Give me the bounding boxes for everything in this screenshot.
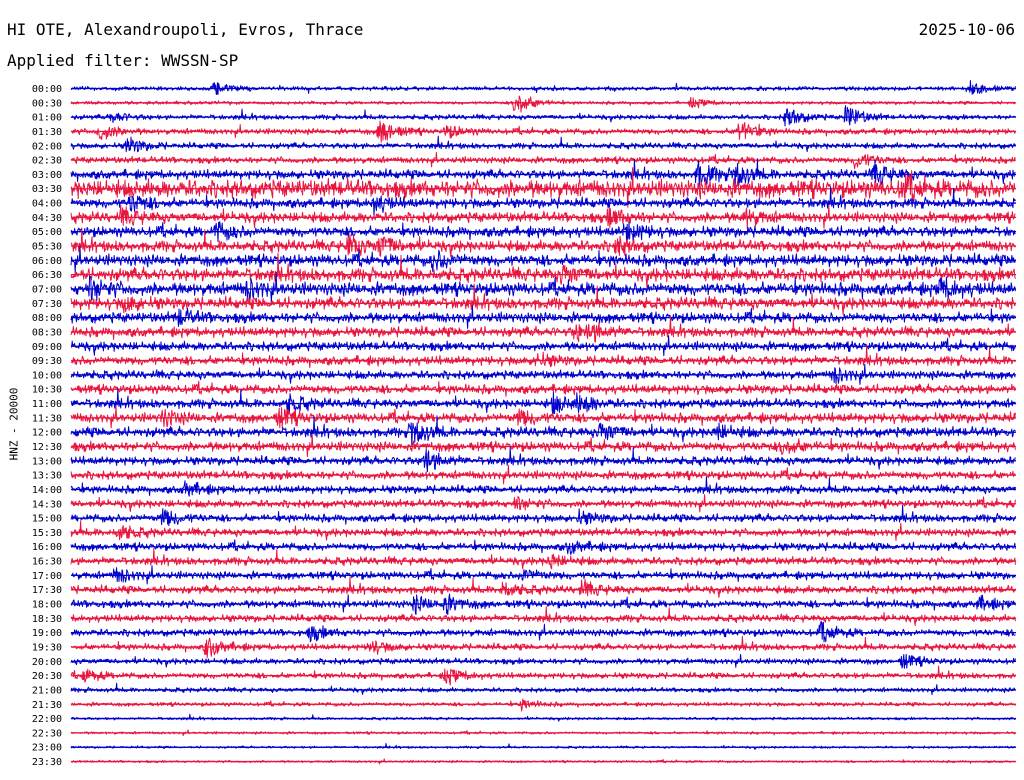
trace-line-0930 [70, 345, 1016, 369]
trace-line-0230 [70, 151, 1016, 170]
trace-line-1100 [70, 388, 1016, 415]
row-tick-label: 16:30 [32, 557, 62, 568]
row-tick-label: 10:30 [32, 385, 62, 396]
row-tick-label: 11:30 [32, 413, 62, 424]
trace-line-0700 [70, 272, 1016, 305]
trace-line-0330 [70, 167, 1016, 208]
trace-line-1130 [70, 405, 1016, 429]
row-tick-label: 07:30 [32, 299, 62, 310]
trace-line-1530 [70, 520, 1016, 541]
trace-line-0000 [70, 80, 1016, 95]
filter-label: Applied filter: [7, 51, 152, 70]
row-tick-label: 02:30 [32, 156, 62, 167]
trace-line-1030 [70, 380, 1016, 397]
row-tick-label: 23:00 [32, 743, 62, 754]
row-tick-label: 13:00 [32, 456, 62, 467]
trace-line-0430 [70, 204, 1016, 229]
trace-line-0030 [70, 95, 1016, 113]
row-tick-label: 08:00 [32, 313, 62, 324]
row-tick-label: 02:00 [32, 141, 62, 152]
row-tick-label: 18:30 [32, 614, 62, 625]
row-tick-label: 18:00 [32, 600, 62, 611]
row-tick-label: 22:00 [32, 714, 62, 725]
row-tick-label: 00:30 [32, 98, 62, 109]
trace-line-1730 [70, 576, 1016, 598]
row-tick-label: 23:30 [32, 757, 62, 768]
trace-line-0100 [70, 105, 1016, 127]
trace-line-1400 [70, 476, 1016, 497]
trace-line-1900 [70, 621, 1016, 643]
row-tick-label: 13:30 [32, 471, 62, 482]
row-tick-label: 10:00 [32, 370, 62, 381]
row-tick-label: 06:30 [32, 270, 62, 281]
trace-line-1230 [70, 434, 1016, 458]
plot-date: 2025-10-06 [918, 20, 1015, 39]
row-tick-label: 15:00 [32, 514, 62, 525]
trace-line-0400 [70, 186, 1016, 217]
trace-line-1830 [70, 606, 1016, 626]
row-tick-label: 16:00 [32, 542, 62, 553]
row-tick-label: 00:00 [32, 84, 62, 95]
trace-line-0900 [70, 335, 1016, 357]
row-tick-label: 09:00 [32, 342, 62, 353]
row-tick-label: 08:30 [32, 327, 62, 338]
row-tick-label: 01:00 [32, 113, 62, 124]
row-tick-label: 07:00 [32, 284, 62, 295]
row-tick-label: 17:30 [32, 585, 62, 596]
trace-line-2200 [70, 713, 1016, 722]
row-tick-label: 12:00 [32, 428, 62, 439]
trace-line-0600 [70, 246, 1016, 273]
row-tick-label: 20:30 [32, 671, 62, 682]
row-tick-label: 14:30 [32, 499, 62, 510]
trace-line-0630 [70, 252, 1016, 289]
row-tick-label: 05:30 [32, 242, 62, 253]
row-tick-label: 20:00 [32, 657, 62, 668]
filter-line: Applied filter: WWSSN-SP [7, 51, 238, 70]
filter-name: WWSSN-SP [161, 51, 239, 70]
row-tick-label: 05:00 [32, 227, 62, 238]
row-tick-label: 01:30 [32, 127, 62, 138]
trace-line-1000 [70, 363, 1016, 385]
station-title: HI OTE, Alexandroupoli, Evros, Thrace [7, 20, 364, 39]
row-tick-label: 21:00 [32, 685, 62, 696]
row-tick-label: 15:30 [32, 528, 62, 539]
row-tick-label: 22:30 [32, 728, 62, 739]
trace-line-2300 [70, 742, 1016, 750]
row-tick-label: 14:00 [32, 485, 62, 496]
row-tick-label: 03:00 [32, 170, 62, 181]
row-tick-label: 19:00 [32, 628, 62, 639]
trace-line-0800 [70, 304, 1016, 329]
trace-line-0500 [70, 221, 1016, 243]
trace-line-0200 [70, 135, 1016, 153]
trace-line-1630 [70, 547, 1016, 570]
row-tick-label: 17:00 [32, 571, 62, 582]
row-tick-label: 03:30 [32, 184, 62, 195]
trace-line-2100 [70, 682, 1016, 696]
row-tick-label: 19:30 [32, 642, 62, 653]
row-tick-label: 11:00 [32, 399, 62, 410]
trace-line-2130 [70, 698, 1016, 712]
row-tick-label: 06:00 [32, 256, 62, 267]
row-tick-label: 04:30 [32, 213, 62, 224]
row-tick-label: 04:00 [32, 199, 62, 210]
trace-line-2000 [70, 653, 1016, 669]
row-tick-label: 12:30 [32, 442, 62, 453]
row-tick-label: 21:30 [32, 700, 62, 711]
row-tick-label: 09:30 [32, 356, 62, 367]
